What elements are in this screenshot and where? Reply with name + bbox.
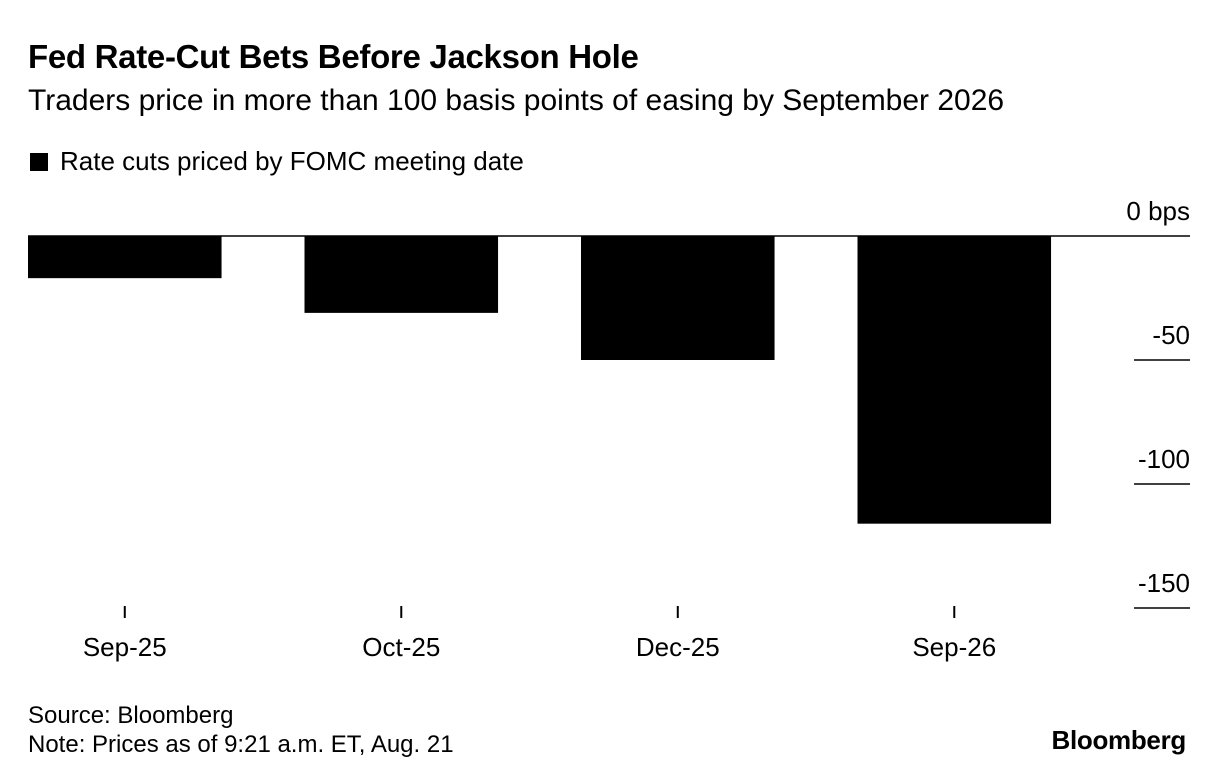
chart-subtitle: Traders price in more than 100 basis poi… <box>28 84 1005 117</box>
bloomberg-logo: Bloomberg <box>1051 725 1186 755</box>
bar-oct-25 <box>304 236 499 313</box>
legend: Rate cuts priced by FOMC meeting date <box>30 146 524 177</box>
y-tick-label: 0 bps <box>1126 196 1190 226</box>
x-tick-label: Oct-25 <box>362 632 440 662</box>
legend-swatch <box>30 152 48 171</box>
chart-title: Fed Rate-Cut Bets Before Jackson Hole <box>28 38 639 75</box>
x-tick-label: Sep-25 <box>83 632 167 662</box>
source-text: Source: Bloomberg <box>28 702 234 729</box>
note-text: Note: Prices as of 9:21 a.m. ET, Aug. 21 <box>28 731 454 758</box>
y-tick-label: -100 <box>1138 444 1190 474</box>
x-tick-label: Sep-26 <box>912 632 996 662</box>
y-tick-label: -150 <box>1138 568 1190 598</box>
bar-sep-26 <box>857 236 1052 524</box>
legend-label: Rate cuts priced by FOMC meeting date <box>60 146 524 176</box>
bar-dec-25 <box>581 236 775 360</box>
bar-sep-25 <box>28 236 222 279</box>
x-tick-label: Dec-25 <box>636 632 720 662</box>
y-tick-label: -50 <box>1152 320 1190 350</box>
